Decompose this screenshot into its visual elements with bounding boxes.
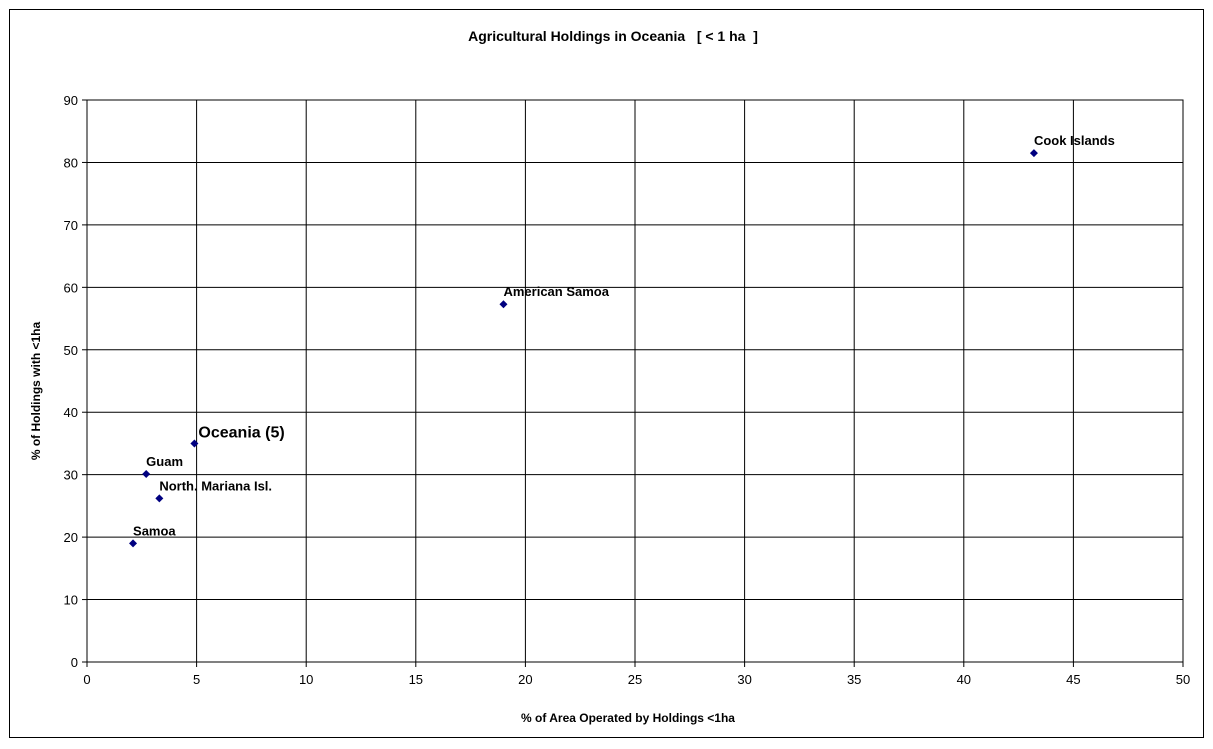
x-tick-label: 30 xyxy=(737,672,751,687)
data-points: Cook Islands American Samoa Oceania (5) Gua… xyxy=(129,133,1115,548)
y-tick-label: 30 xyxy=(64,468,78,483)
data-label: Samoa xyxy=(133,523,176,538)
chart-title: Agricultural Holdings in Oceania [ < 1 h… xyxy=(468,28,758,44)
x-tick-label: 15 xyxy=(409,672,423,687)
x-tick-label: 0 xyxy=(83,672,90,687)
data-label: North. Mariana Isl. xyxy=(159,478,272,493)
y-tick-label: 70 xyxy=(64,218,78,233)
data-label: Guam xyxy=(146,454,183,469)
x-tick-label: 50 xyxy=(1176,672,1190,687)
y-tick-label: 90 xyxy=(64,93,78,108)
data-point xyxy=(1029,149,1038,158)
data-point xyxy=(142,470,151,479)
data-label: Cook Islands xyxy=(1034,133,1115,148)
y-tick-label: 60 xyxy=(64,280,78,295)
x-axis: 0 5 10 15 20 25 30 35 40 45 50 xyxy=(83,662,1190,687)
y-tick-label: 10 xyxy=(64,593,78,608)
data-point xyxy=(499,300,508,309)
x-tick-label: 5 xyxy=(193,672,200,687)
y-tick-label: 40 xyxy=(64,405,78,420)
y-axis: 0 10 20 30 40 50 60 70 80 90 xyxy=(64,93,87,670)
data-point xyxy=(129,539,138,548)
x-tick-label: 10 xyxy=(299,672,313,687)
y-tick-label: 0 xyxy=(71,655,78,670)
x-tick-label: 45 xyxy=(1066,672,1080,687)
scatter-chart: Agricultural Holdings in Oceania [ < 1 h… xyxy=(29,28,1190,725)
x-axis-title: % of Area Operated by Holdings <1ha xyxy=(521,711,735,725)
x-tick-label: 35 xyxy=(847,672,861,687)
y-tick-label: 80 xyxy=(64,155,78,170)
data-point xyxy=(155,494,164,503)
x-tick-label: 20 xyxy=(518,672,532,687)
gridlines xyxy=(87,100,1183,662)
data-label: Oceania (5) xyxy=(198,424,284,441)
y-tick-label: 20 xyxy=(64,530,78,545)
x-tick-label: 25 xyxy=(628,672,642,687)
data-point xyxy=(190,439,199,448)
chart-frame: Agricultural Holdings in Oceania [ < 1 h… xyxy=(9,9,1204,738)
x-tick-label: 40 xyxy=(957,672,971,687)
y-axis-title: % of Holdings with <1ha xyxy=(29,322,43,461)
data-label: American Samoa xyxy=(503,284,609,299)
y-tick-label: 50 xyxy=(64,343,78,358)
